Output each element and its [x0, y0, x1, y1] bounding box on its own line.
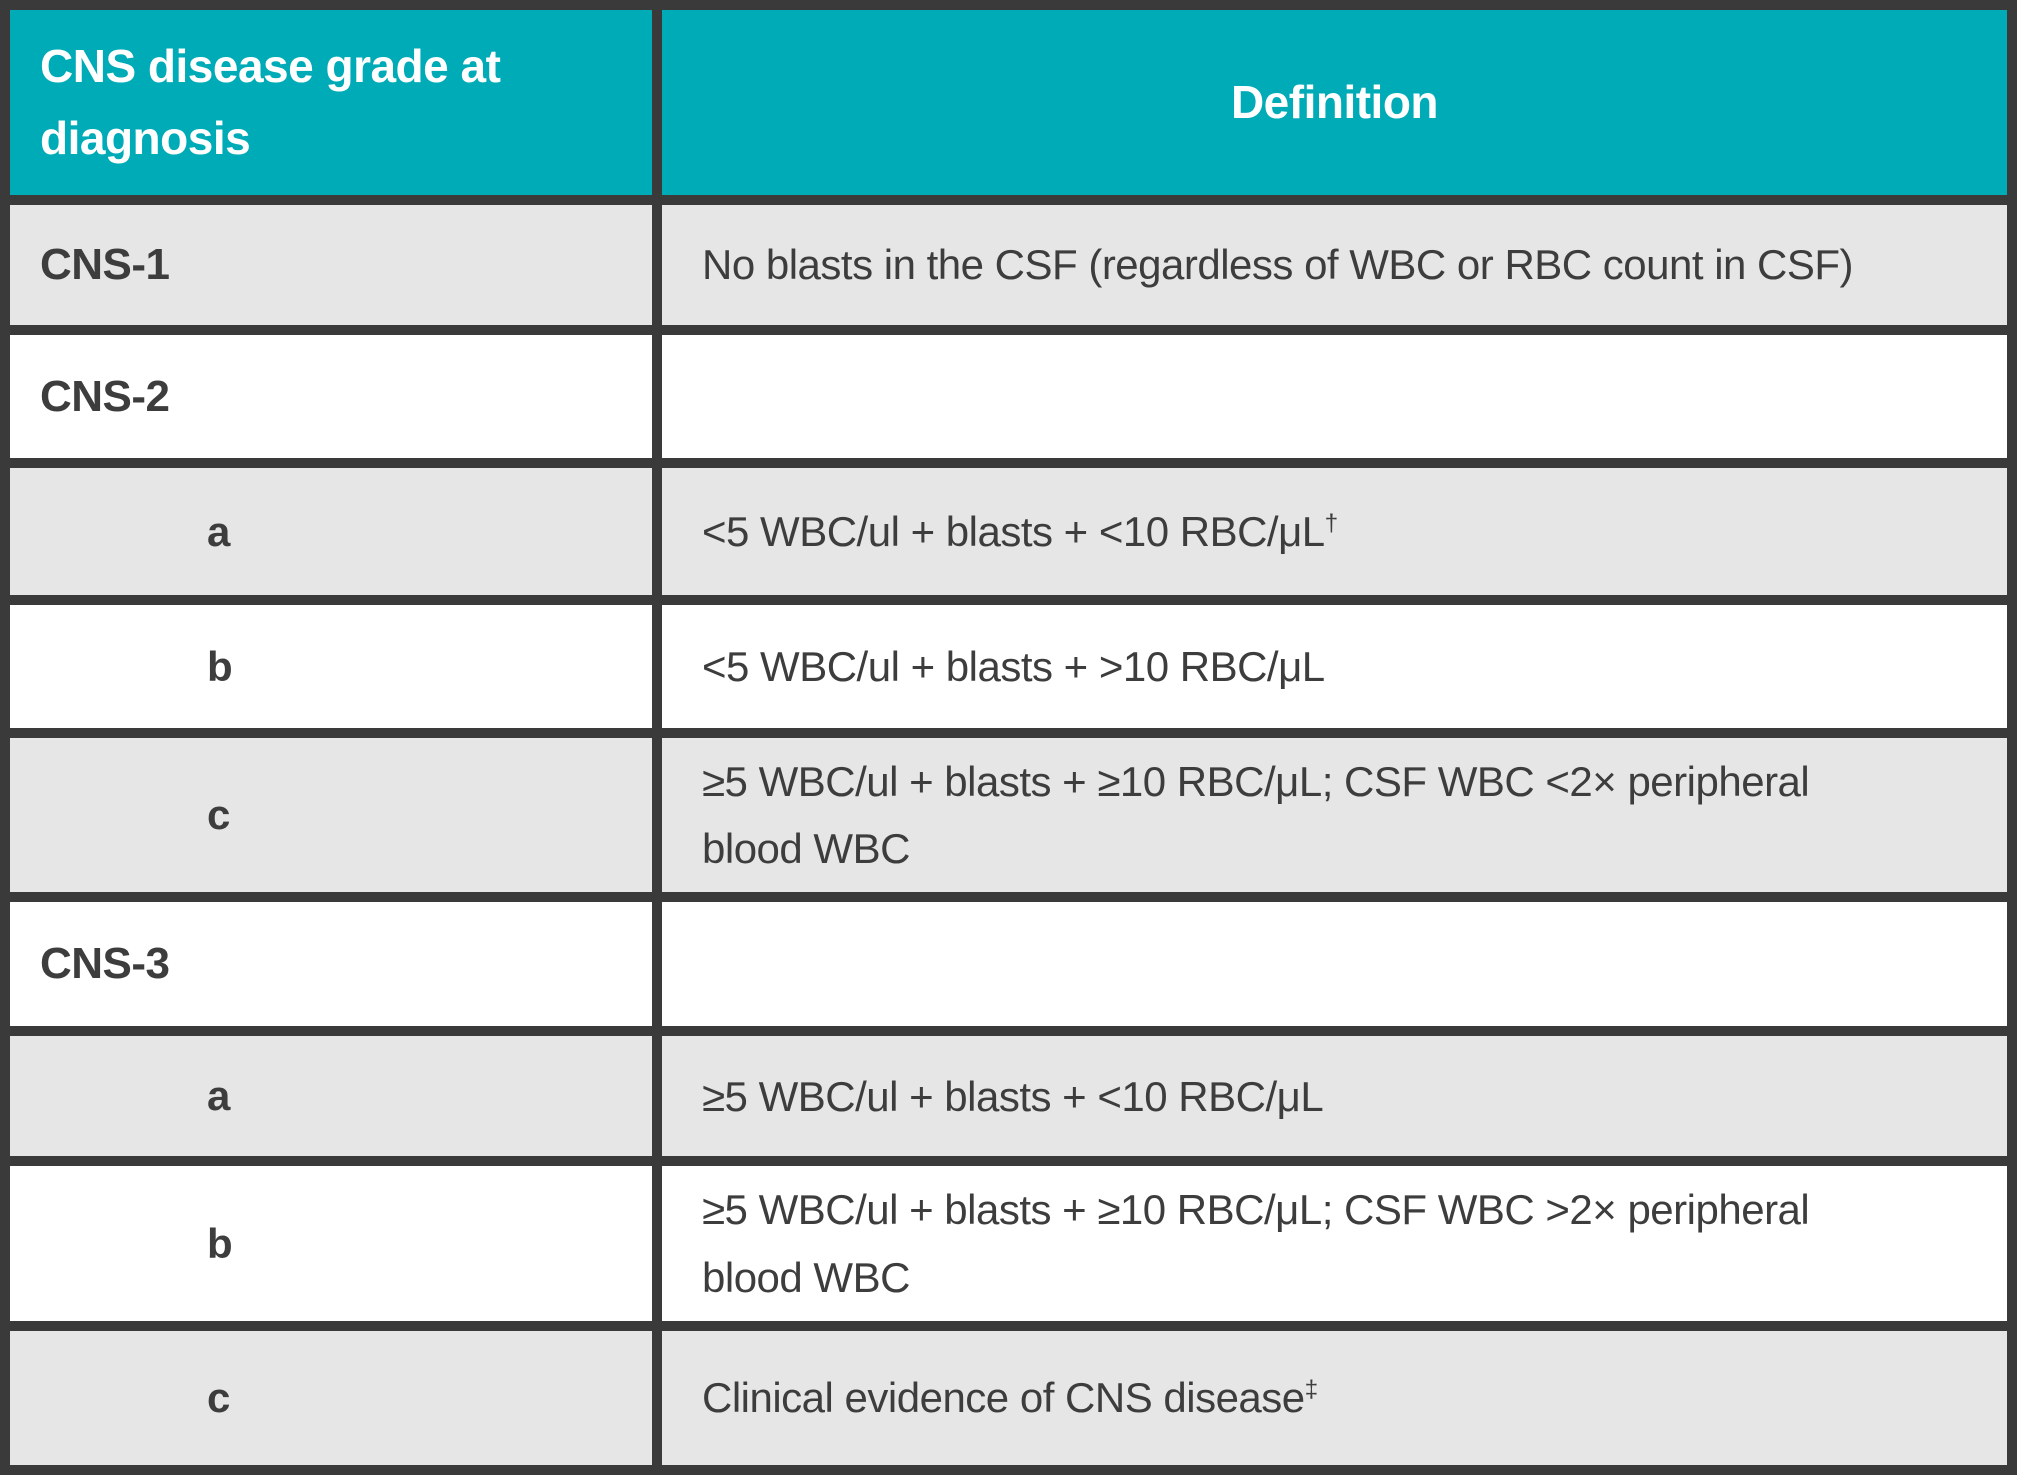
grade-cell: b	[0, 595, 662, 738]
table-row-cns3c: c Clinical evidence of CNS disease‡	[0, 1320, 2017, 1475]
grade-cell: c	[0, 727, 662, 903]
table-row-cns2c: c ≥5 WBC/ul + blasts + ≥10 RBC/μL; CSF W…	[0, 727, 2017, 903]
header-grade-column: CNS disease grade at diagnosis	[0, 0, 662, 205]
grade-cell: a	[0, 1026, 662, 1167]
definition-cell: No blasts in the CSF (regardless of WBC …	[652, 195, 2017, 335]
grade-cell: a	[0, 458, 662, 605]
definition-text: <5 WBC/ul + blasts + <10 RBC/μL	[702, 507, 1325, 555]
definition-text: Clinical evidence of CNS disease	[702, 1374, 1305, 1422]
grade-cell: b	[0, 1156, 662, 1331]
definition-text: ≥5 WBC/ul + blasts + ≥10 RBC/μL; CSF WBC…	[702, 1186, 1810, 1301]
table-row-cns2: CNS-2	[0, 325, 2017, 468]
footnote-marker: ‡	[1304, 1376, 1319, 1404]
definition-cell: ≥5 WBC/ul + blasts + <10 RBC/μL	[652, 1026, 2017, 1167]
header-definition-column: Definition	[652, 0, 2017, 205]
footnote-marker: †	[1324, 509, 1339, 537]
definition-cell	[652, 325, 2017, 468]
table-row-cns3: CNS-3	[0, 892, 2017, 1037]
grade-cell: CNS-3	[0, 892, 662, 1037]
table-row-cns2a: a <5 WBC/ul + blasts + <10 RBC/μL†	[0, 458, 2017, 605]
grade-cell: CNS-2	[0, 325, 662, 468]
definition-text: <5 WBC/ul + blasts + >10 RBC/μL	[702, 642, 1325, 690]
table-row-cns2b: b <5 WBC/ul + blasts + >10 RBC/μL	[0, 595, 2017, 738]
table-row-cns3a: a ≥5 WBC/ul + blasts + <10 RBC/μL	[0, 1026, 2017, 1167]
definition-cell: <5 WBC/ul + blasts + <10 RBC/μL†	[652, 458, 2017, 605]
definition-text: ≥5 WBC/ul + blasts + ≥10 RBC/μL; CSF WBC…	[702, 758, 1810, 873]
definition-cell: ≥5 WBC/ul + blasts + ≥10 RBC/μL; CSF WBC…	[652, 727, 2017, 903]
grade-cell: CNS-1	[0, 195, 662, 335]
header-row: CNS disease grade at diagnosis Definitio…	[0, 0, 2017, 205]
definition-cell: Clinical evidence of CNS disease‡	[652, 1320, 2017, 1475]
definition-cell: ≥5 WBC/ul + blasts + ≥10 RBC/μL; CSF WBC…	[652, 1156, 2017, 1331]
definition-text: No blasts in the CSF (regardless of WBC …	[702, 241, 1854, 289]
definition-text: ≥5 WBC/ul + blasts + <10 RBC/μL	[702, 1072, 1324, 1120]
definition-cell	[652, 892, 2017, 1037]
table-row-cns3b: b ≥5 WBC/ul + blasts + ≥10 RBC/μL; CSF W…	[0, 1156, 2017, 1331]
definition-cell: <5 WBC/ul + blasts + >10 RBC/μL	[652, 595, 2017, 738]
grade-cell: c	[0, 1320, 662, 1475]
table-row-cns1: CNS-1 No blasts in the CSF (regardless o…	[0, 195, 2017, 335]
